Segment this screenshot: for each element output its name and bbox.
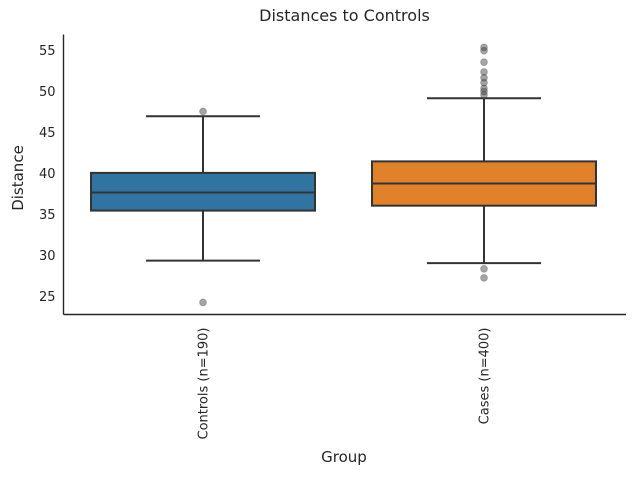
y-tick-label: 25 [39, 290, 56, 305]
x-axis-label: Group [321, 448, 367, 466]
y-tick-label: 45 [39, 126, 56, 141]
y-tick-label: 40 [39, 167, 56, 182]
outlier-point-cases [480, 87, 488, 96]
outlier-point-controls [199, 107, 207, 116]
outlier-point-cases [480, 78, 488, 87]
outlier-point-cases [480, 273, 488, 282]
outlier-point-cases [480, 73, 488, 82]
outlier-point-cases [480, 68, 488, 76]
y-tick-label: 50 [39, 85, 56, 100]
chart-title: Distances to Controls [259, 6, 430, 25]
outlier-point-cases [480, 58, 488, 67]
x-tick-label: Controls (n=190) [197, 328, 212, 440]
y-tick-label: 55 [39, 44, 56, 59]
x-tick-label: Cases (n=400) [478, 328, 493, 425]
outlier-point-cases [480, 46, 488, 55]
y-tick-label: 35 [39, 208, 56, 223]
y-tick-label: 30 [39, 249, 56, 264]
outlier-point-controls [199, 298, 207, 307]
outlier-point-cases [480, 264, 488, 273]
outlier-point-cases [480, 84, 488, 93]
outlier-point-cases [480, 91, 488, 99]
outlier-point-cases [480, 43, 488, 52]
